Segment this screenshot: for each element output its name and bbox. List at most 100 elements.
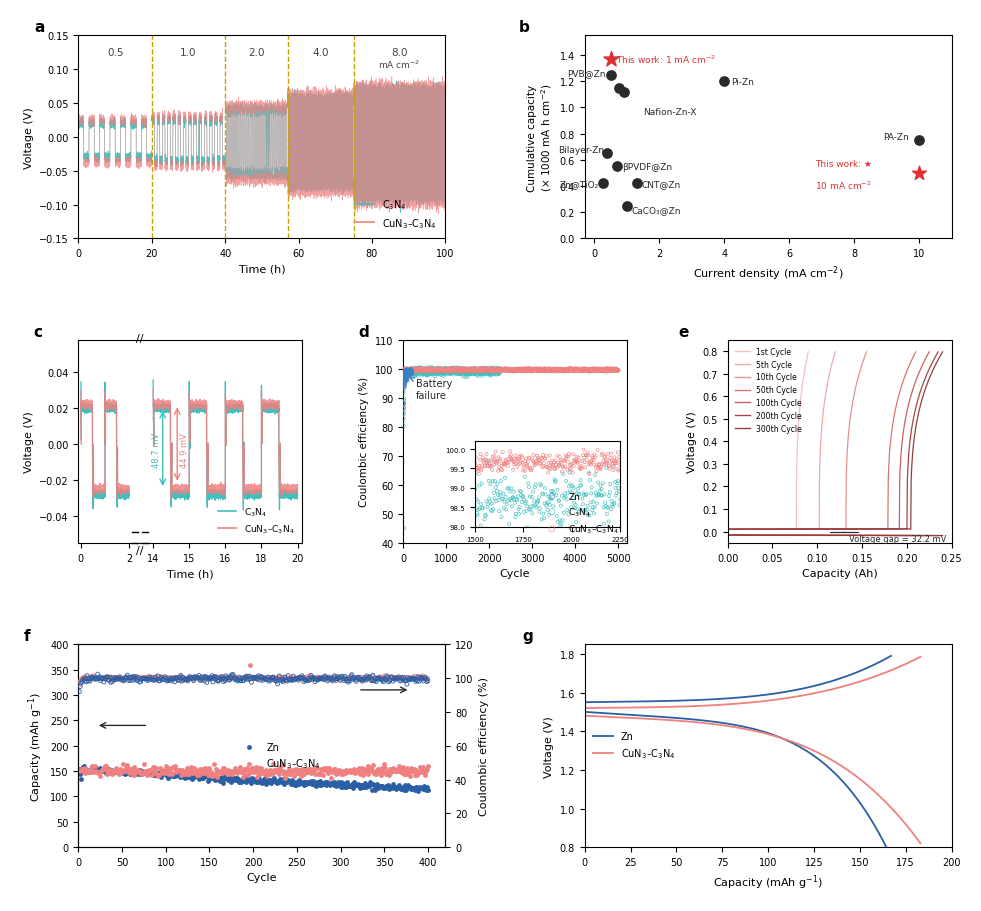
Zn [337,781,353,795]
Zn [335,780,350,794]
CuN$_3$–C$_3$N$_4$ [132,765,148,780]
C$_3$N$_4$ [450,365,466,380]
CuN$_3$–C$_3$N$_4$ [414,363,430,377]
CuN$_3$–C$_3$N$_4$ [540,363,555,377]
CuN$_3$–C$_3$N$_4$ [566,363,582,377]
Point [166,671,181,686]
Point [206,670,222,685]
Point [248,670,264,685]
CuN$_3$–C$_3$N$_4$ [544,363,560,378]
CuN$_3$–C$_3$N$_4$ [495,363,511,378]
CuN$_3$–C$_3$N$_4$ [154,764,170,779]
Zn [396,371,412,385]
Point [412,671,428,686]
Zn [301,775,317,790]
CuN$_3$–C$_3$N$_4$ [467,363,483,378]
CuN$_3$–C$_3$N$_4$ [546,363,562,378]
CuN$_3$–C$_3$N$_4$ [529,363,544,378]
Zn [259,773,275,787]
Point [292,670,308,684]
C$_3$N$_4$ [408,363,424,377]
Zn [396,372,412,386]
C$_3$N$_4$ [397,367,413,382]
C$_3$N$_4$ [484,363,499,377]
Zn [97,762,113,776]
C$_3$N$_4$ [443,363,459,378]
CuN$_3$–C$_3$N$_4$ [412,363,428,378]
CuN$_3$–C$_3$N$_4$ [542,363,558,377]
Zn [290,773,306,788]
CuN$_3$–C$_3$N$_4$ [595,363,611,378]
Zn [399,366,415,381]
Point [315,672,331,687]
Zn [395,382,411,396]
CuN$_3$–C$_3$N$_4$ [535,363,550,378]
Point [300,671,316,686]
Zn [254,776,270,791]
CuN$_3$–C$_3$N$_4$ [590,363,605,378]
C$_3$N$_4$ [484,366,499,381]
CuN$_3$–C$_3$N$_4$ [501,363,517,377]
CuN$_3$–C$_3$N$_4$ [436,363,451,378]
C$_3$N$_4$ [449,361,465,375]
CuN$_3$–C$_3$N$_4$ [171,764,186,779]
CuN$_3$–C$_3$N$_4$ [566,363,582,378]
C$_3$N$_4$ [445,364,461,379]
Zn [242,775,258,790]
C$_3$N$_4$ [466,362,482,376]
Point [338,674,354,689]
CuN$_3$–C$_3$N$_4$ [198,762,214,776]
CuN$_3$–C$_3$N$_4$ [504,363,520,377]
C$_3$N$_4$ [481,366,496,381]
CuN$_3$–C$_3$N$_4$ [529,363,544,377]
C$_3$N$_4$ [435,363,450,378]
Zn [283,776,298,791]
CuN$_3$–C$_3$N$_4$ [558,363,574,378]
C$_3$N$_4$ [407,363,423,378]
C$_3$N$_4$ [472,363,488,378]
C$_3$N$_4$ [455,364,471,379]
CuN$_3$–C$_3$N$_4$ [433,363,448,378]
CuN$_3$–C$_3$N$_4$ [467,363,483,377]
Zn [146,768,162,783]
C$_3$N$_4$ [411,364,427,379]
C$_3$N$_4$ [469,368,485,383]
CuN$_3$–C$_3$N$_4$ [589,363,604,377]
Zn [221,773,236,787]
Point [232,674,248,689]
CuN$_3$–C$_3$N$_4$ [528,363,543,377]
CuN$_3$–C$_3$N$_4$ [234,770,250,784]
CuN$_3$–C$_3$N$_4$ [366,765,382,780]
C$_3$N$_4$ [423,361,439,375]
CuN$_3$–C$_3$N$_4$ [553,363,569,378]
Zn [169,767,184,782]
CuN$_3$–C$_3$N$_4$ [500,363,516,378]
CuN$_3$–C$_3$N$_4$ [405,363,421,377]
C$_3$N$_4$ [399,373,415,387]
Point [93,671,109,686]
C$_3$N$_4$ [444,363,460,378]
Point [151,673,167,688]
C$_3$N$_4$ [455,363,471,378]
Point [415,669,431,683]
CuN$_3$–C$_3$N$_4$ [440,363,456,378]
CuN$_3$–C$_3$N$_4$ [608,363,624,378]
Point [345,672,361,687]
CuN$_3$–C$_3$N$_4$ [546,363,562,378]
Point [171,673,186,688]
Point [291,670,307,685]
CuN$_3$–C$_3$N$_4$ [439,363,455,378]
Point [239,670,255,684]
CuN$_3$–C$_3$N$_4$ [491,363,507,378]
Zn [157,764,173,779]
CuN$_3$–C$_3$N$_4$ [571,363,587,378]
C$_3$N$_4$ [405,364,421,379]
Point [91,670,107,684]
Zn [390,780,406,794]
CuN$_3$–C$_3$N$_4$ [602,363,618,377]
CuN$_3$–C$_3$N$_4$ [442,364,458,379]
CuN$_3$–C$_3$N$_4$ [420,760,436,774]
Zn [394,782,410,796]
C$_3$N$_4$ [425,363,440,378]
C$_3$N$_4$ [462,364,478,379]
